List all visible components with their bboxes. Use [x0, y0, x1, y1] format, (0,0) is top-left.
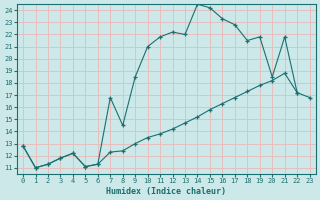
X-axis label: Humidex (Indice chaleur): Humidex (Indice chaleur) [106, 187, 226, 196]
